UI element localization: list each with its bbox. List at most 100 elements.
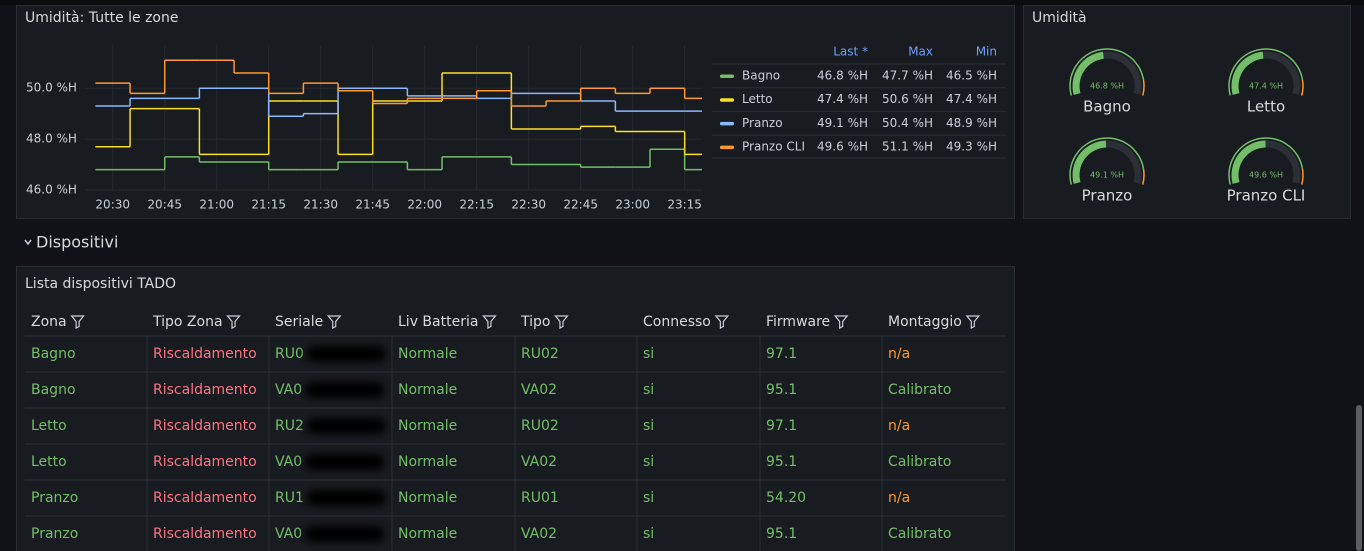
table-cell: Riscaldamento [153, 382, 257, 398]
column-header[interactable]: Tipo Zona [152, 314, 223, 330]
column-header[interactable]: Liv Batteria [398, 314, 478, 330]
y-tick-label: 46.0 %H [26, 183, 77, 197]
redacted-serial [304, 526, 384, 542]
scrollbar[interactable] [1356, 405, 1362, 551]
table-cell: VA02 [521, 526, 557, 542]
table-cell: n/a [888, 346, 910, 362]
table-cell: RU01 [521, 490, 559, 506]
column-header[interactable]: Firmware [766, 314, 830, 330]
table-cell: VA0 [275, 454, 302, 470]
legend-swatch [720, 75, 734, 79]
table-cell: RU02 [521, 346, 559, 362]
x-tick-label: 20:30 [95, 198, 130, 212]
table-cell: RU2 [275, 418, 304, 434]
legend-value: 50.6 %H [882, 92, 933, 106]
table-cell: n/a [888, 490, 910, 506]
table-cell: 95.1 [766, 454, 797, 470]
legend-swatch [720, 98, 734, 102]
chart-title: Umidità: Tutte le zone [25, 10, 178, 26]
table-cell: VA02 [521, 382, 557, 398]
table-cell: Calibrato [888, 382, 951, 398]
table-cell: Calibrato [888, 454, 951, 470]
collapse-chevron[interactable] [25, 240, 31, 244]
column-header[interactable]: Connesso [643, 314, 711, 330]
table-cell: Normale [398, 346, 457, 362]
x-tick-label: 22:30 [511, 198, 546, 212]
table-cell: VA0 [275, 382, 302, 398]
table-cell: 95.1 [766, 526, 797, 542]
table-cell: 97.1 [766, 346, 797, 362]
top-bar [0, 0, 1364, 5]
table-cell: VA0 [275, 526, 302, 542]
table-cell: Riscaldamento [153, 490, 257, 506]
legend-value: 49.3 %H [946, 140, 997, 154]
legend-value: 47.7 %H [882, 69, 933, 83]
legend-header: Min [976, 45, 997, 59]
gauge-value: 46.8 %H [1090, 82, 1124, 91]
chart-panel [17, 6, 1015, 219]
x-tick-label: 22:45 [563, 198, 598, 212]
legend-header: Last * [833, 45, 868, 59]
table-cell: Letto [31, 418, 67, 434]
legend-value: 47.4 %H [817, 92, 868, 106]
legend-value: 48.9 %H [946, 116, 997, 130]
y-tick-label: 50.0 %H [26, 81, 77, 95]
legend-name: Pranzo [742, 116, 783, 130]
gauge-name: Pranzo [1082, 187, 1133, 205]
column-header[interactable]: Zona [31, 314, 67, 330]
redacted-serial [304, 382, 384, 398]
table-cell: si [643, 382, 654, 398]
table-cell: Normale [398, 490, 457, 506]
table-cell: Normale [398, 418, 457, 434]
redacted-serial [306, 490, 386, 506]
x-tick-label: 21:15 [251, 198, 286, 212]
legend-value: 46.8 %H [817, 69, 868, 83]
table-cell: si [643, 346, 654, 362]
table-cell: Riscaldamento [153, 526, 257, 542]
table-cell: si [643, 490, 654, 506]
legend-value: 51.1 %H [882, 140, 933, 154]
table-cell: RU1 [275, 490, 304, 506]
column-header[interactable]: Seriale [275, 314, 323, 330]
gauge-name: Pranzo CLI [1227, 187, 1306, 205]
table-cell: Normale [398, 382, 457, 398]
table-cell: RU0 [275, 346, 304, 362]
table-cell: 97.1 [766, 418, 797, 434]
table-cell: Letto [31, 454, 67, 470]
legend-swatch [720, 146, 734, 150]
column-header[interactable]: Montaggio [888, 314, 962, 330]
table-cell: Normale [398, 454, 457, 470]
redacted-serial [306, 418, 386, 434]
column-header[interactable]: Tipo [520, 314, 550, 330]
legend-name: Bagno [742, 69, 780, 83]
y-tick-label: 48.0 %H [26, 132, 77, 146]
gauge-value: 49.6 %H [1249, 171, 1283, 180]
gauge-value: 49.1 %H [1090, 171, 1124, 180]
table-cell: n/a [888, 418, 910, 434]
legend-name: Letto [742, 92, 773, 106]
table-cell: Bagno [31, 382, 76, 398]
legend-value: 47.4 %H [946, 92, 997, 106]
table-cell: 95.1 [766, 382, 797, 398]
table-cell: Pranzo [31, 490, 78, 506]
table-cell: si [643, 526, 654, 542]
table-title: Lista dispositivi TADO [25, 276, 176, 292]
x-tick-label: 23:15 [667, 198, 702, 212]
gauge-panel-title: Umidità [1032, 10, 1087, 26]
table-cell: Normale [398, 526, 457, 542]
x-tick-label: 21:00 [199, 198, 234, 212]
x-tick-label: 21:45 [355, 198, 390, 212]
legend-swatch [720, 122, 734, 126]
legend-value: 46.5 %H [946, 69, 997, 83]
table-cell: Riscaldamento [153, 418, 257, 434]
redacted-serial [304, 454, 384, 470]
table-cell: VA02 [521, 454, 557, 470]
table-cell: Riscaldamento [153, 346, 257, 362]
x-tick-label: 22:00 [407, 198, 442, 212]
redacted-serial [306, 346, 386, 362]
table-cell: Calibrato [888, 526, 951, 542]
section-title[interactable]: Dispositivi [36, 233, 118, 252]
table-cell: si [643, 418, 654, 434]
table-cell: si [643, 454, 654, 470]
